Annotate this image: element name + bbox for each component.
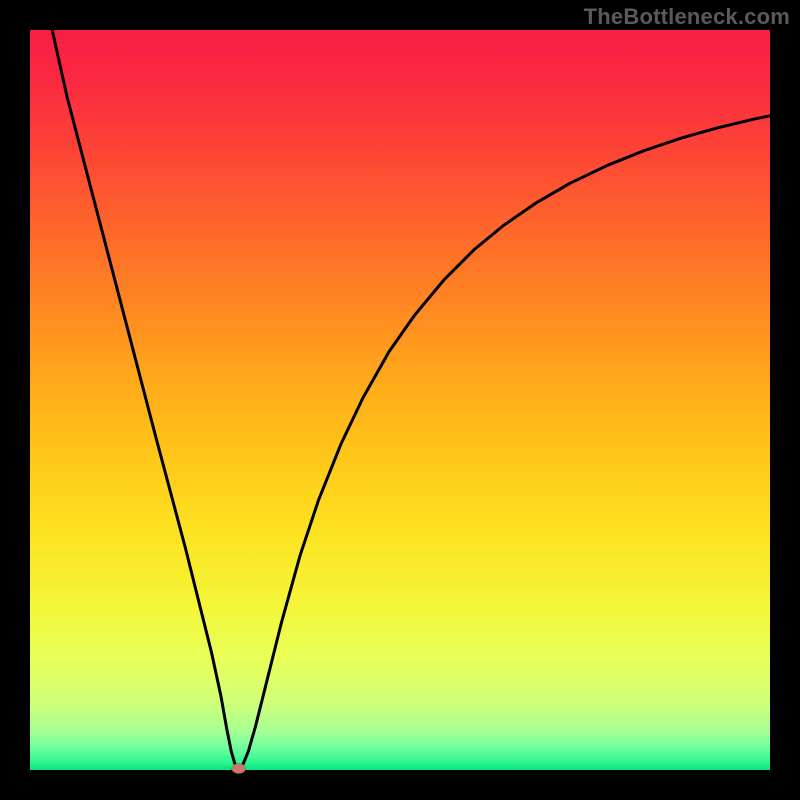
minimum-marker — [232, 764, 246, 774]
watermark-text: TheBottleneck.com — [584, 4, 790, 30]
chart-container: { "meta": { "watermark_text": "TheBottle… — [0, 0, 800, 800]
bottleneck-chart — [0, 0, 800, 800]
plot-background — [30, 30, 770, 770]
